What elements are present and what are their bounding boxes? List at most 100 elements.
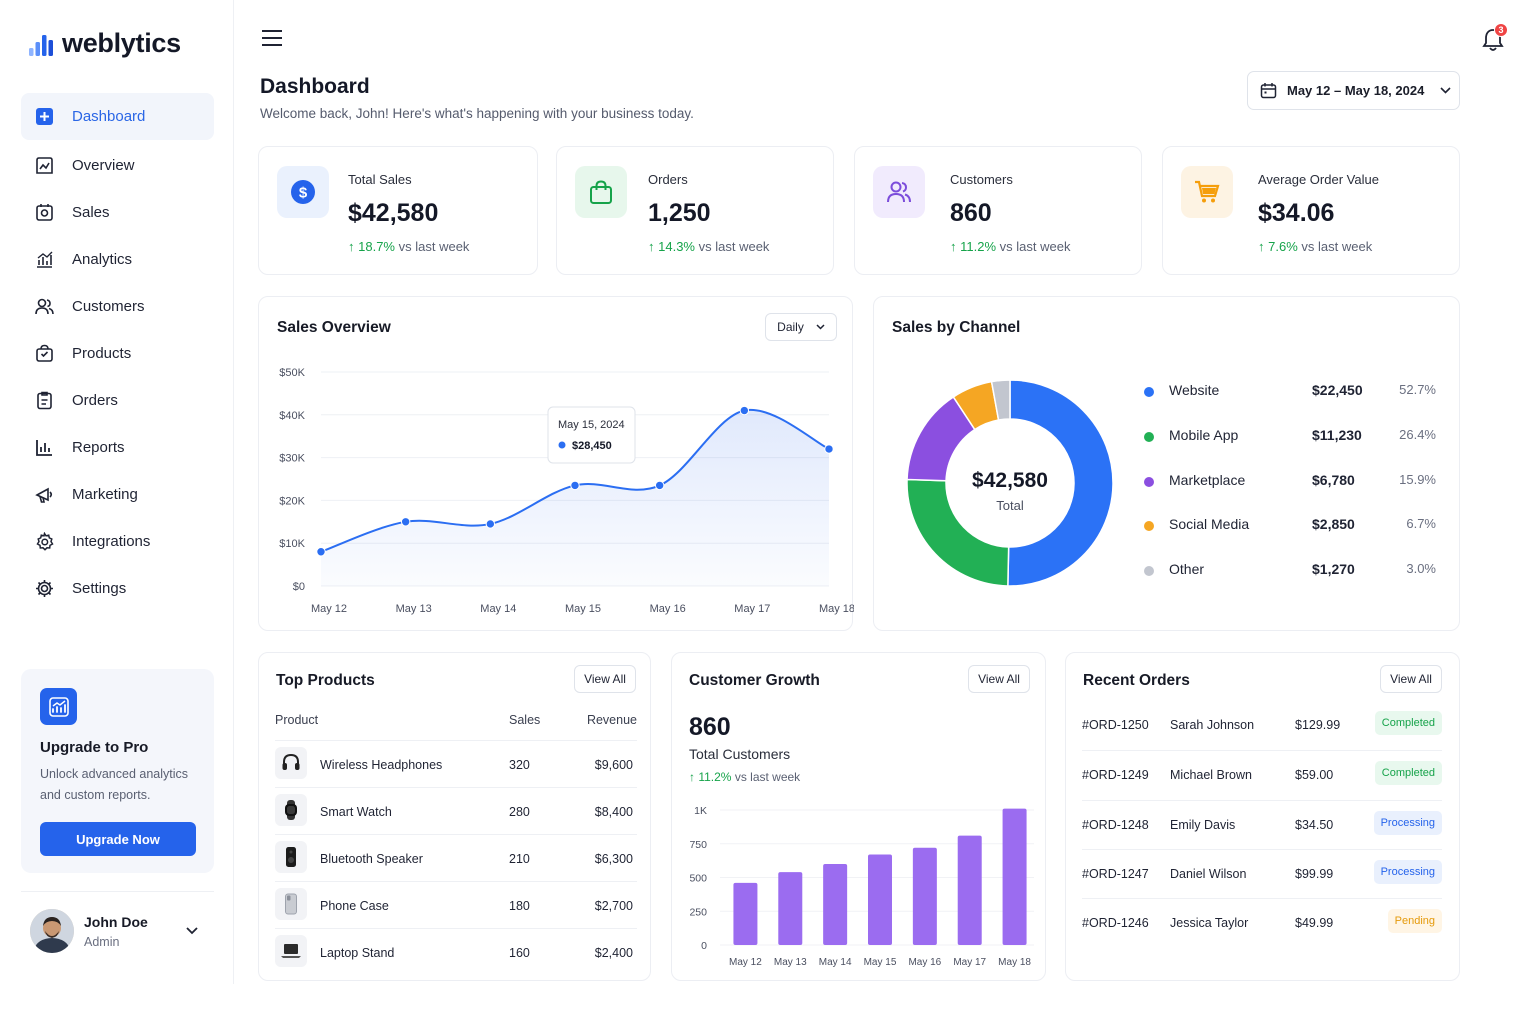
stat-card-total-sales: $ Total Sales $42,580 ↑ 18.7% vs last we…: [258, 146, 538, 275]
customers-icon: [35, 298, 54, 315]
tooltip-date: May 15, 2024: [558, 419, 625, 431]
stat-label: Orders: [648, 172, 688, 187]
legend-amount: $6,780: [1312, 471, 1355, 488]
chevron-down-icon: [1440, 87, 1451, 94]
recent-orders-view-all-button[interactable]: View All: [1380, 665, 1442, 693]
settings-icon: [36, 580, 53, 597]
x-tick-label: May 15: [864, 957, 897, 968]
table-row[interactable]: Wireless Headphones 320 $9,600: [275, 740, 637, 787]
legend-percent: 52.7%: [1399, 382, 1436, 397]
sidebar-item-sales[interactable]: Sales: [21, 189, 214, 236]
sidebar-item-products[interactable]: Products: [21, 330, 214, 377]
table-row[interactable]: #ORD-1248 Emily Davis $34.50 Processing: [1082, 799, 1442, 849]
stat-value: 1,250: [648, 199, 711, 227]
stat-card-customers: Customers 860 ↑ 11.2% vs last week: [854, 146, 1142, 275]
legend-item-marketplace[interactable]: Marketplace $6,780 15.9%: [1144, 472, 1444, 492]
sales-point[interactable]: [824, 444, 834, 454]
legend-dot: [1144, 521, 1154, 532]
sales-icon: [36, 204, 53, 221]
sales-point[interactable]: [400, 517, 411, 527]
sidebar-item-dashboard[interactable]: Dashboard: [21, 93, 214, 140]
top-products-card: Top Products View All Product Sales Reve…: [258, 652, 651, 981]
bar[interactable]: [823, 864, 848, 945]
legend-percent: 26.4%: [1399, 426, 1436, 442]
sidebar-item-label: Products: [72, 345, 132, 362]
table-row[interactable]: #ORD-1247 Daniel Wilson $99.99 Processin…: [1082, 848, 1442, 898]
order-id: #ORD-1248: [1082, 817, 1149, 832]
status-badge: Completed: [1374, 761, 1442, 786]
product-name: Laptop Stand: [320, 946, 395, 960]
sidebar-item-marketing[interactable]: Marketing: [21, 471, 214, 518]
bar[interactable]: [868, 854, 892, 945]
bar[interactable]: [1002, 808, 1027, 945]
table-row[interactable]: Laptop Stand 160 $2,400: [275, 928, 637, 975]
order-customer: Emily Davis: [1170, 817, 1236, 832]
legend-amount: $1,270: [1312, 561, 1355, 578]
sales-by-channel-title: Sales by Channel: [892, 319, 1021, 336]
date-range-picker[interactable]: May 12 – May 18, 2024: [1247, 71, 1460, 110]
period-select[interactable]: Daily: [765, 313, 837, 341]
legend-item-website[interactable]: Website $22,450 52.7%: [1144, 382, 1444, 402]
order-amount: $49.99: [1295, 916, 1334, 931]
table-row[interactable]: Phone Case 180 $2,700: [275, 881, 637, 928]
sidebar-item-label: Reports: [72, 439, 125, 456]
sidebar-item-orders[interactable]: Orders: [21, 377, 214, 424]
bar[interactable]: [733, 882, 758, 945]
legend-item-mobile-app[interactable]: Mobile App $11,230 26.4%: [1144, 427, 1444, 447]
y-tick-label: $10K: [279, 538, 305, 550]
stat-value: $42,580: [348, 199, 439, 227]
top-products-view-all-button[interactable]: View All: [574, 665, 636, 693]
table-row[interactable]: #ORD-1250 Sarah Johnson $129.99 Complete…: [1082, 701, 1442, 750]
bar[interactable]: [912, 847, 937, 945]
user-profile[interactable]: John Doe Admin: [30, 909, 205, 953]
donut-slice-other[interactable]: [990, 379, 1011, 421]
order-id: #ORD-1246: [1082, 916, 1149, 931]
sidebar-item-integrations[interactable]: Integrations: [21, 518, 214, 565]
table-row[interactable]: Bluetooth Speaker 210 $6,300: [275, 834, 637, 881]
sidebar-item-overview[interactable]: Overview: [21, 142, 214, 189]
product-revenue: $6,300: [594, 852, 633, 866]
sidebar-item-settings[interactable]: Settings: [21, 565, 214, 612]
table-row[interactable]: #ORD-1249 Michael Brown $59.00 Completed: [1082, 750, 1442, 799]
sidebar: weblytics Dashboard Overview Sales Analytic…: [0, 0, 234, 984]
y-tick-label: 0: [701, 940, 707, 952]
order-customer: Sarah Johnson: [1170, 718, 1255, 732]
phone-case-icon: [275, 888, 307, 920]
table-row[interactable]: #ORD-1246 Jessica Taylor $49.99 Pending: [1082, 898, 1442, 947]
logo[interactable]: weblytics: [28, 28, 181, 59]
bar[interactable]: [778, 872, 803, 945]
product-sales: 280: [509, 805, 530, 819]
donut-slice-mobile-app[interactable]: [906, 478, 1010, 587]
upgrade-card: Upgrade to Pro Unlock advanced analytics…: [21, 669, 214, 873]
top-products-title: Top Products: [276, 672, 375, 689]
bar[interactable]: [957, 835, 982, 945]
customer-growth-bar-chart: 0 250 500 750 1K May 12 May 13 May 14 May 15 May …: [689, 805, 1034, 968]
orders-icon: [37, 391, 52, 410]
sidebar-item-customers[interactable]: Customers: [21, 283, 214, 330]
period-select-value: Daily: [777, 320, 804, 334]
upgrade-now-button[interactable]: Upgrade Now: [40, 822, 196, 856]
sidebar-item-reports[interactable]: Reports: [21, 424, 214, 471]
sales-point[interactable]: [739, 405, 750, 416]
calendar-icon: [1260, 83, 1277, 99]
y-tick-label: 1K: [694, 805, 707, 817]
legend-item-social-media[interactable]: Social Media $2,850 6.7%: [1144, 516, 1444, 536]
customer-growth-view-all-button[interactable]: View All: [968, 665, 1030, 693]
x-tick-label: May 17: [734, 603, 770, 615]
sales-point[interactable]: [570, 480, 580, 491]
donut-slice-website[interactable]: [1007, 379, 1114, 587]
order-amount: $129.99: [1295, 718, 1341, 732]
y-tick-label: 500: [689, 873, 707, 885]
sales-point[interactable]: [316, 547, 326, 557]
table-row[interactable]: Smart Watch 280 $8,400: [275, 787, 637, 834]
sales-point[interactable]: [485, 519, 496, 529]
sales-point[interactable]: [654, 480, 665, 491]
sidebar-item-analytics[interactable]: Analytics: [21, 236, 214, 283]
tooltip-dot: [558, 441, 566, 449]
recent-orders-card: Recent Orders View All #ORD-1250 Sarah J…: [1065, 652, 1460, 981]
x-tick-label: May 13: [774, 957, 807, 968]
chevron-down-icon[interactable]: [186, 927, 198, 935]
menu-icon[interactable]: [262, 30, 282, 46]
legend-item-other[interactable]: Other $1,270 3.0%: [1144, 561, 1444, 581]
legend-dot: [1144, 387, 1154, 397]
